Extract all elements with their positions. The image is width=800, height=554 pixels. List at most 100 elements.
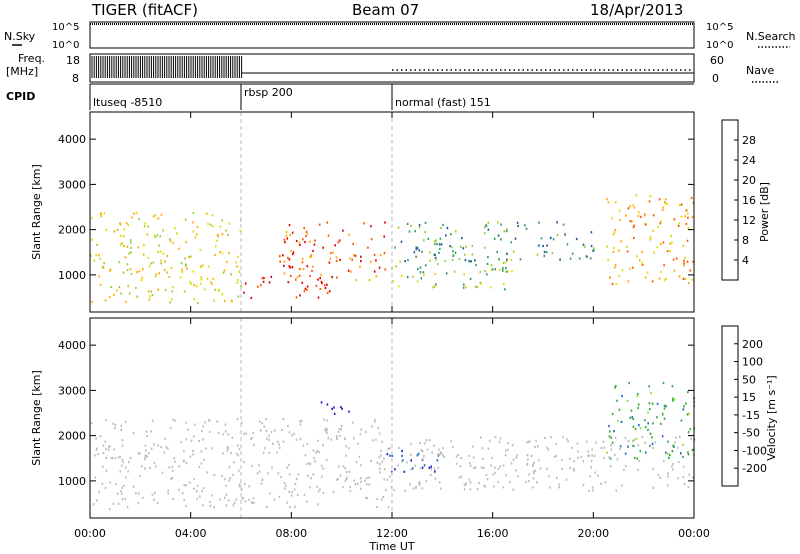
velocity-cell (672, 399, 674, 402)
velocity-cell (126, 505, 129, 509)
velocity-cell (326, 403, 329, 406)
velocity-cell (632, 440, 634, 443)
cpid-seg-1: ltuseq -8510 (93, 96, 162, 109)
power-cell (669, 242, 671, 245)
velocity-cell (209, 500, 211, 503)
velocity-cell (364, 479, 366, 482)
velocity-cell (237, 444, 239, 447)
velocity-cell (659, 476, 662, 479)
power-cell (181, 270, 184, 274)
power-cell (179, 276, 182, 279)
power-cell (593, 249, 595, 252)
velocity-cell (128, 461, 130, 464)
velocity-cell (683, 405, 685, 408)
power-cell (661, 208, 664, 211)
velocity-cell (317, 503, 319, 506)
power-cell (360, 260, 362, 263)
velocity-cell (302, 444, 305, 447)
nsky-tick-top: 10^5 (52, 22, 79, 33)
power-cell (613, 231, 616, 234)
velocity-cell (558, 486, 560, 489)
velocity-cell (232, 473, 234, 476)
power-cell (590, 245, 593, 248)
power-cell (643, 214, 646, 217)
velocity-cell (143, 458, 146, 461)
velocity-cell (341, 407, 343, 410)
velocity-cell (652, 422, 654, 425)
velocity-cell (94, 454, 96, 457)
power-cell (415, 255, 417, 258)
velocity-cell (667, 472, 669, 475)
velocity-cell (222, 433, 225, 436)
velocity-cell (603, 446, 606, 449)
velocity-cell (472, 456, 475, 459)
velocity-cell (366, 482, 368, 486)
velocity-cell (644, 441, 647, 444)
power-cell (302, 238, 304, 241)
power-cell (423, 274, 425, 277)
velocity-cell (691, 448, 694, 451)
power-cell (185, 241, 187, 244)
power-cell (490, 269, 493, 272)
power-cell (450, 233, 452, 236)
power-cell (562, 223, 565, 226)
power-cell (350, 270, 352, 273)
velocity-cell (156, 501, 159, 505)
velocity-cell (660, 422, 662, 425)
velocity-cell (281, 428, 283, 431)
power-cell (511, 270, 513, 273)
power-cell (169, 238, 171, 241)
velocity-cell (202, 504, 204, 507)
velocity-cell (483, 484, 485, 487)
power-cell (349, 257, 351, 260)
colorbar-tick-label: 28 (742, 134, 756, 147)
velocity-cell (667, 440, 669, 443)
velocity-colorbar: 200 100 50 15 -15 -50 -100 -200 (721, 325, 767, 487)
velocity-cell (611, 441, 614, 444)
power-cell (633, 206, 636, 209)
velocity-cell (624, 436, 627, 440)
velocity-cell (682, 408, 685, 411)
power-cell (429, 259, 431, 262)
velocity-cell (117, 502, 120, 505)
velocity-cell (344, 467, 347, 470)
xaxis-label: Time UT (368, 540, 414, 553)
power-cell (119, 243, 122, 246)
velocity-cell (248, 485, 250, 488)
power-cell (677, 224, 680, 227)
velocity-cell (189, 455, 192, 458)
velocity-cell (265, 418, 267, 421)
velocity-cell (340, 406, 342, 409)
power-cell (607, 201, 610, 204)
power-cell (375, 275, 378, 278)
power-cell (103, 212, 106, 215)
power-cell (487, 256, 489, 259)
velocity-cell (682, 443, 684, 446)
velocity-cell (611, 413, 614, 416)
velocity-cell (154, 491, 156, 495)
power-cell (156, 234, 159, 237)
power-cell (260, 284, 262, 287)
velocity-cell (171, 476, 173, 479)
velocity-cell (532, 464, 534, 467)
power-cell (178, 247, 180, 250)
velocity-cell (381, 440, 383, 443)
power-cell (91, 238, 93, 241)
power-cell (298, 241, 301, 244)
velocity-cell (442, 447, 444, 450)
power-cell (91, 300, 93, 303)
velocity-cell (124, 420, 127, 423)
velocity-cell (317, 490, 320, 493)
velocity-cell (430, 465, 432, 468)
power-cell (98, 275, 101, 278)
velocity-cell (641, 435, 644, 439)
power-cell (287, 281, 290, 284)
cpid-segments: ltuseq -8510 rbsp 200 normal (fast) 151 (89, 84, 491, 110)
power-cell (301, 257, 304, 261)
velocity-cell (463, 484, 466, 487)
velocity-cell (419, 441, 421, 444)
velocity-cell (287, 424, 289, 428)
velocity-cell (687, 391, 689, 394)
power-cell (479, 270, 481, 274)
velocity-cell (354, 483, 357, 486)
